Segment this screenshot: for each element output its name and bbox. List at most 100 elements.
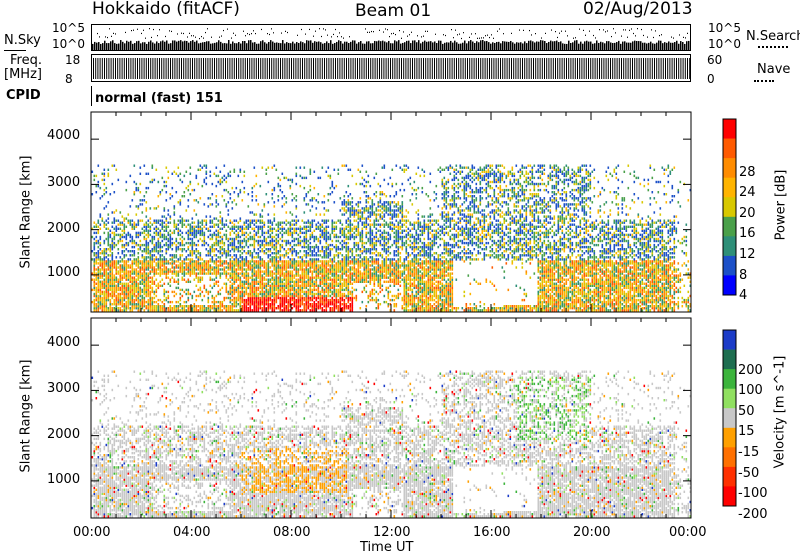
nsky-trace [532,41,534,50]
power-cell [141,268,144,271]
power-cell [159,241,162,245]
power-cell [207,260,210,263]
nsearch-dot [305,33,306,35]
power-cell [227,252,230,255]
power-cell [103,298,106,302]
freq-trace [337,58,339,79]
power-cell [163,272,166,275]
power-cell [219,235,222,239]
power-cell [103,178,106,182]
freq-trace [658,58,660,79]
nsky-trace [592,43,594,50]
power-cell [151,178,154,182]
power-cell [129,233,132,237]
power-cell [299,225,302,228]
power-cell [185,258,188,261]
power-cell [249,290,252,294]
power-cell [241,252,244,255]
power-cell [241,225,244,228]
power-cell [173,262,176,265]
power-cell [241,282,244,285]
power-cell [333,258,336,261]
power-cell [297,270,300,273]
power-cell [247,239,250,243]
power-cell [243,260,246,263]
nsky-trace [280,43,282,50]
power-cell [255,290,258,294]
power-cell [133,164,136,167]
power-cell [145,262,148,265]
power-cell [227,305,230,308]
power-cell [287,305,290,308]
power-cell [197,278,200,281]
power-cell [95,174,98,178]
power-cell [277,235,280,239]
power-cell [91,272,94,275]
power-cell [181,180,184,184]
nsky-trace [510,40,512,50]
nsky-trace [552,41,554,50]
power-cell [261,292,264,296]
power-cell [219,307,222,310]
freq-trace [508,58,510,79]
power-cell [101,252,104,255]
power-cell [229,219,232,222]
power-cell [189,274,192,277]
power-cell [191,254,194,257]
power-cell [163,307,166,310]
power-cell [257,292,260,296]
nsky-trace [328,43,330,50]
nsky-trace [656,42,658,50]
power-cell [189,227,192,230]
power-cell [251,219,254,222]
power-cell [235,296,238,300]
power-cell [123,292,126,296]
power-cell [111,266,114,269]
freq-trace [407,58,409,79]
freq-trace [563,58,565,79]
power-cell [99,276,102,279]
power-cell [239,292,242,296]
power-cell [211,221,214,224]
power-cell [231,303,234,306]
power-cell [151,303,154,306]
power-cell [237,248,240,251]
nsky-trace [536,41,538,50]
power-cell [217,300,220,304]
power-cell [273,205,276,208]
power-cell [245,309,248,312]
power-cell [97,268,100,271]
freq-trace [130,58,132,79]
power-cell [181,272,184,275]
power-cell [225,256,228,259]
freq-trace [156,58,158,79]
power-cell [285,272,288,275]
power-cell [207,272,210,275]
power-cell [99,268,102,271]
power-cell [105,282,108,285]
power-cell [137,233,140,237]
power-cell [275,284,278,287]
power-cell [337,282,340,285]
power-cell [135,305,138,308]
power-cell [257,272,260,275]
power-cell [243,186,246,190]
power-cell [189,260,192,263]
power-cell [125,270,128,273]
power-cell [207,290,210,294]
power-cell [149,307,152,310]
freq-trace [640,58,642,79]
power-cell [339,276,342,279]
power-cell [103,303,106,306]
power-cell [163,235,166,239]
power-cell [193,278,196,281]
power-cell [163,184,166,188]
freq-trace [478,58,479,79]
power-cell [139,270,142,273]
freq-trace [566,58,567,79]
power-cell [239,305,242,308]
power-cell [335,292,338,296]
power-cell [135,243,138,247]
power-cell [275,288,278,292]
power-cell [111,241,114,245]
